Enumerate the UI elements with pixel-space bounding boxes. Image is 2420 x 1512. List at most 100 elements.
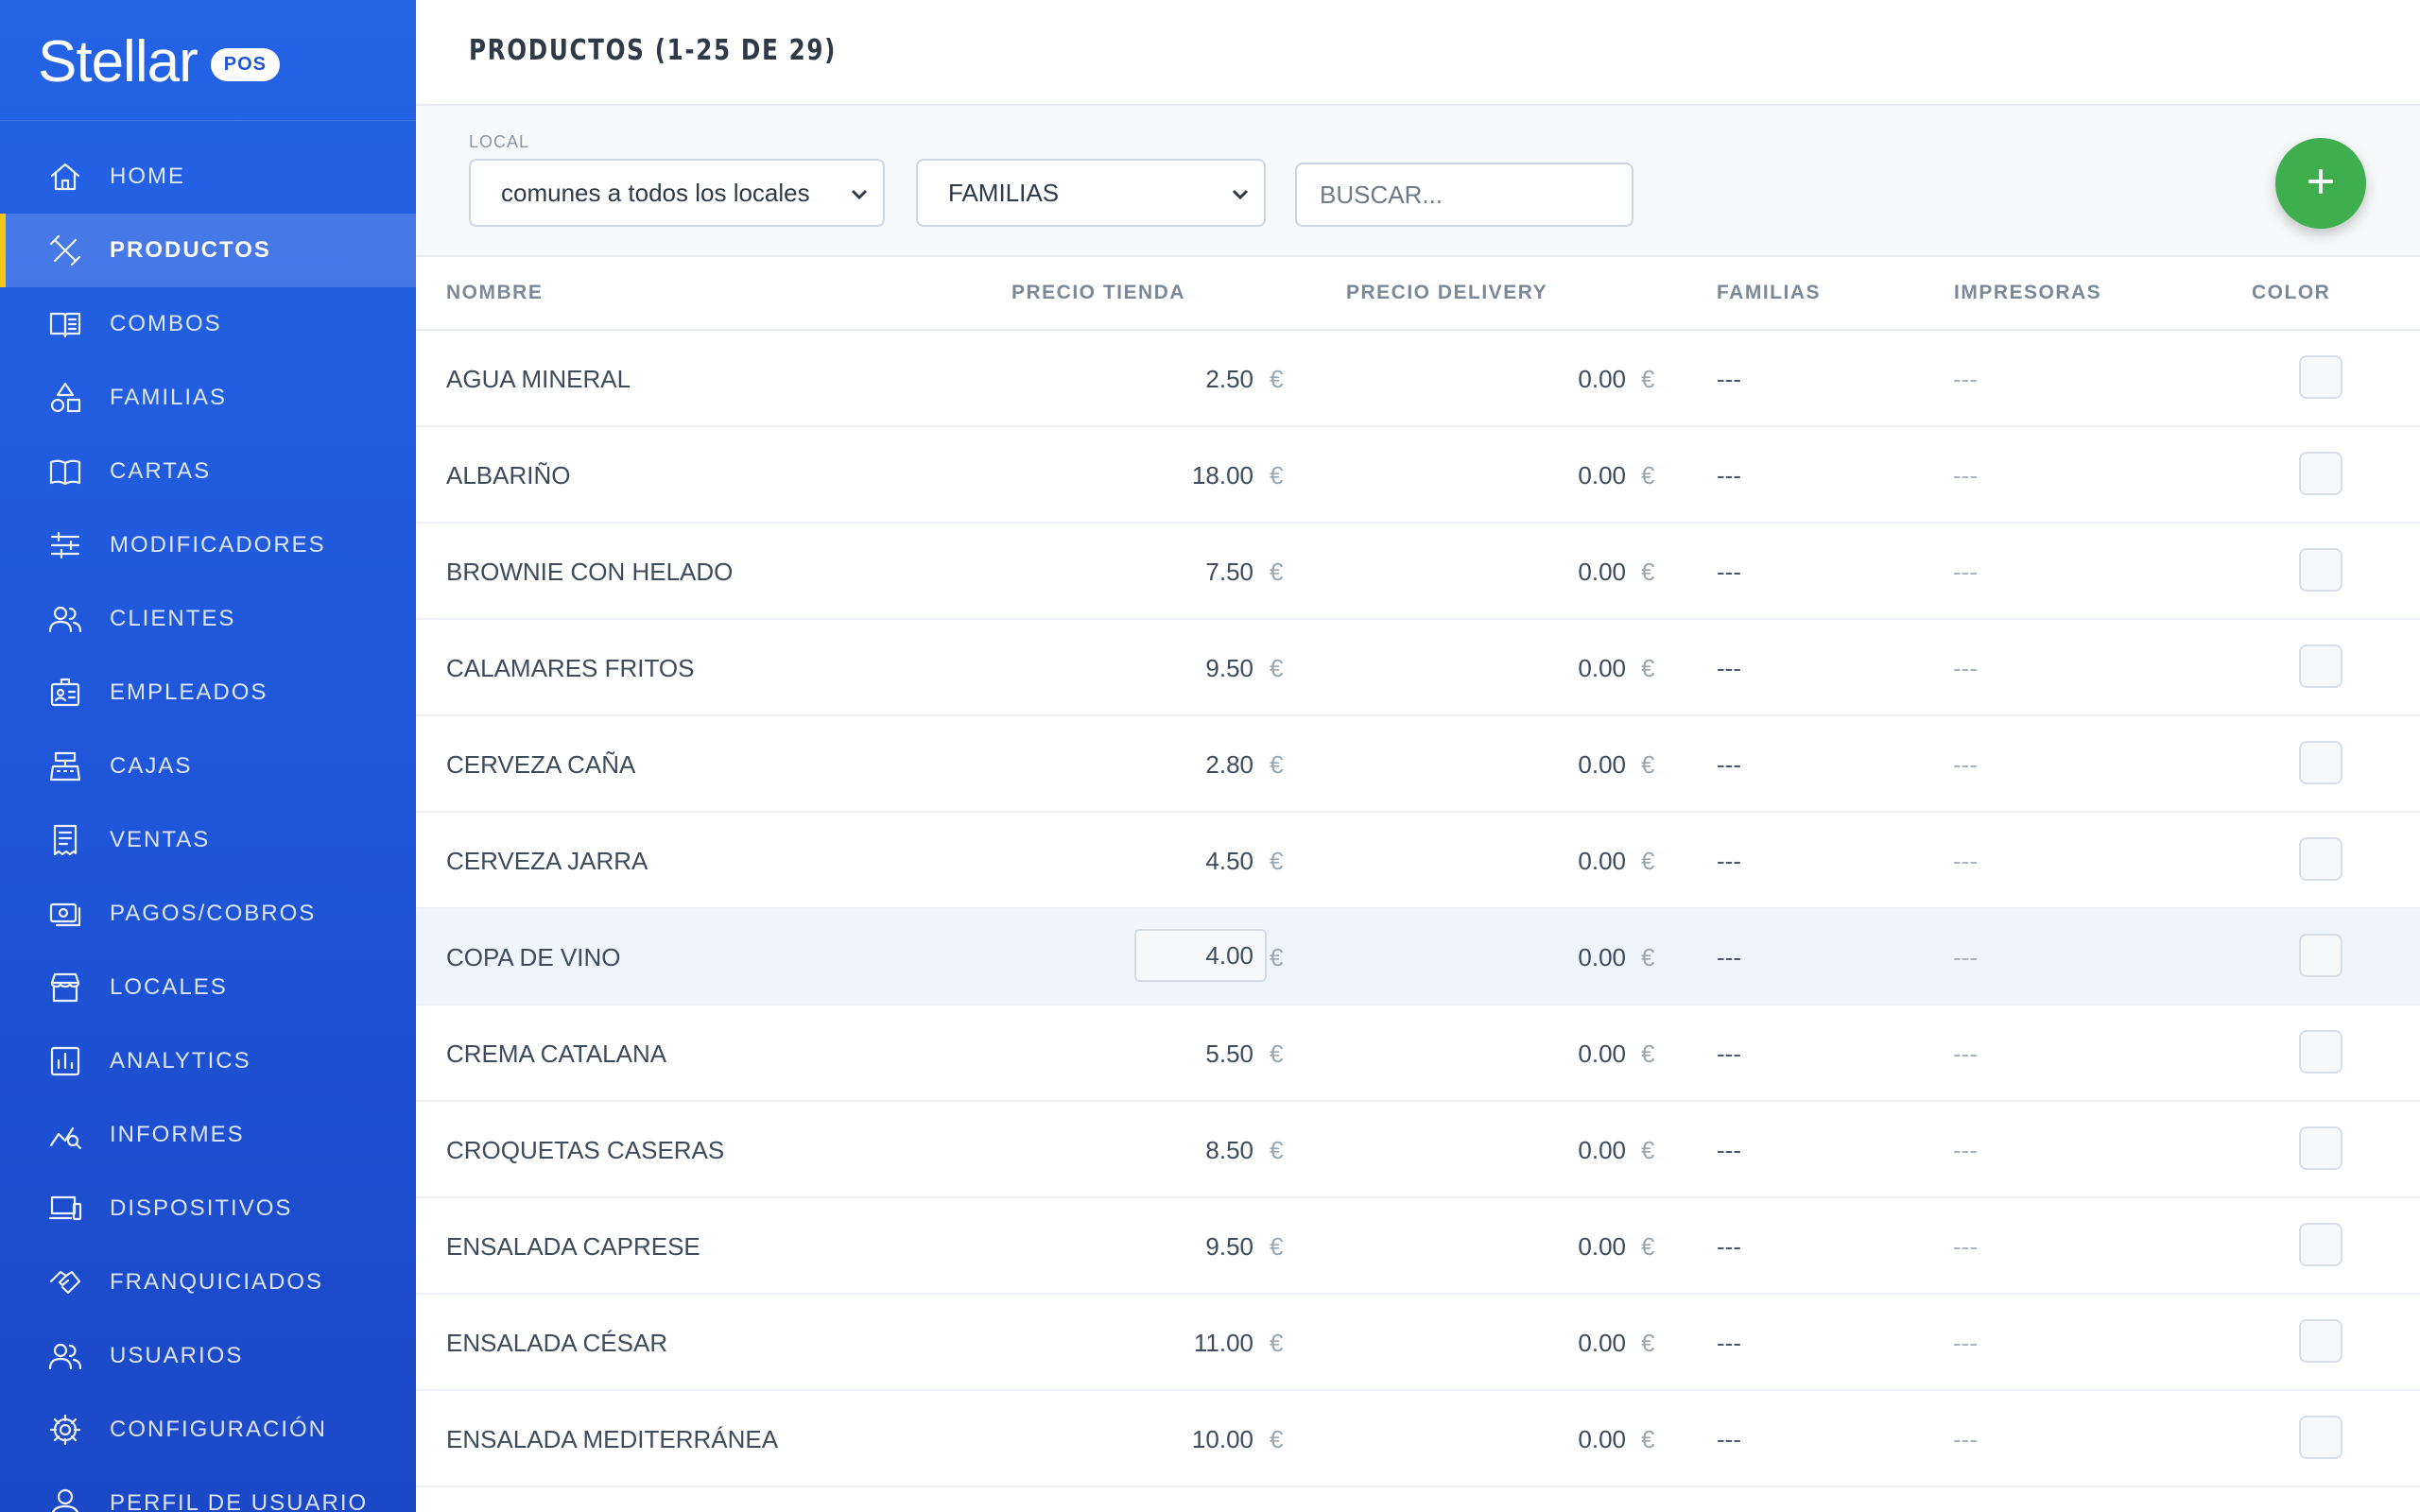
sidebar-item-configuraci-n[interactable]: CONFIGURACIÓN	[0, 1393, 416, 1467]
color-swatch[interactable]	[2299, 548, 2342, 592]
familias-cell[interactable]: ---	[1717, 1425, 1741, 1453]
familias-cell[interactable]: ---	[1717, 461, 1741, 490]
impresoras-cell[interactable]: ---	[1953, 847, 1978, 875]
precio-tienda-cell[interactable]: 7.50	[1205, 558, 1253, 586]
table-row[interactable]: CERVEZA JARRA 4.50 €0.00 € --- ---	[416, 813, 2420, 909]
impresoras-cell[interactable]: ---	[1953, 1425, 1978, 1453]
impresoras-cell[interactable]: ---	[1953, 461, 1978, 490]
table-row[interactable]: BROWNIE CON HELADO 7.50 €0.00 € --- ---	[416, 524, 2420, 620]
column-header-impresoras[interactable]: IMPRESORAS	[1954, 282, 2102, 303]
precio-delivery-cell[interactable]: 0.00	[1578, 847, 1626, 875]
column-header-color[interactable]: COLOR	[2252, 282, 2331, 303]
impresoras-cell[interactable]: ---	[1953, 365, 1978, 393]
impresoras-cell[interactable]: ---	[1953, 1136, 1978, 1164]
color-swatch[interactable]	[2299, 452, 2342, 495]
precio-tienda-cell[interactable]: 2.80	[1205, 750, 1253, 779]
sidebar-item-clientes[interactable]: CLIENTES	[0, 582, 416, 656]
sidebar-item-modificadores[interactable]: MODIFICADORES	[0, 508, 416, 582]
table-row[interactable]: CREMA CATALANA 5.50 €0.00 € --- ---	[416, 1005, 2420, 1102]
table-row[interactable]: CROQUETAS CASERAS 8.50 €0.00 € --- ---	[416, 1102, 2420, 1198]
table-row[interactable]: AGUA MINERAL 2.50 €0.00 € --- ---	[416, 331, 2420, 427]
impresoras-cell[interactable]: ---	[1953, 1329, 1978, 1357]
familias-cell[interactable]: ---	[1717, 1136, 1741, 1164]
table-row[interactable]: COPA DE VINO 4.00 €0.00 € --- ---	[416, 909, 2420, 1005]
sidebar-item-cajas[interactable]: CAJAS	[0, 730, 416, 803]
sidebar-item-locales[interactable]: LOCALES	[0, 951, 416, 1024]
familias-cell[interactable]: ---	[1717, 1329, 1741, 1357]
table-row[interactable]: ENSALADA CAPRESE 9.50 €0.00 € --- ---	[416, 1198, 2420, 1295]
sidebar-item-productos[interactable]: PRODUCTOS	[0, 214, 416, 287]
familias-cell[interactable]: ---	[1717, 1040, 1741, 1068]
color-swatch[interactable]	[2299, 1319, 2342, 1363]
impresoras-cell[interactable]: ---	[1953, 654, 1978, 682]
color-swatch[interactable]	[2299, 934, 2342, 977]
color-swatch[interactable]	[2299, 1223, 2342, 1266]
sidebar-item-usuarios[interactable]: USUARIOS	[0, 1319, 416, 1393]
sidebar-item-pagos-cobros[interactable]: PAGOS/COBROS	[0, 877, 416, 951]
precio-delivery-cell[interactable]: 0.00	[1578, 558, 1626, 586]
color-swatch[interactable]	[2299, 1416, 2342, 1459]
impresoras-cell[interactable]: ---	[1953, 1232, 1978, 1261]
search-input[interactable]	[1295, 163, 1634, 227]
table-row[interactable]: ALBARIÑO 18.00 €0.00 € --- ---	[416, 427, 2420, 524]
impresoras-cell[interactable]: ---	[1953, 943, 1978, 971]
sidebar-item-combos[interactable]: COMBOS	[0, 287, 416, 361]
precio-delivery-cell[interactable]: 0.00	[1578, 365, 1626, 393]
impresoras-cell[interactable]: ---	[1953, 558, 1978, 586]
impresoras-cell[interactable]: ---	[1953, 750, 1978, 779]
sidebar-item-home[interactable]: HOME	[0, 140, 416, 214]
precio-delivery-cell[interactable]: 0.00	[1578, 1329, 1626, 1357]
color-swatch[interactable]	[2299, 355, 2342, 399]
precio-delivery-cell[interactable]: 0.00	[1578, 750, 1626, 779]
familias-cell[interactable]: ---	[1717, 558, 1741, 586]
precio-delivery-cell[interactable]: 0.00	[1578, 1040, 1626, 1068]
familias-select[interactable]: FAMILIAS	[916, 159, 1266, 227]
color-swatch[interactable]	[2299, 741, 2342, 784]
precio-tienda-cell[interactable]: 2.50	[1205, 365, 1253, 393]
precio-tienda-cell[interactable]: 9.50	[1205, 1232, 1253, 1261]
sidebar-item-ventas[interactable]: VENTAS	[0, 803, 416, 877]
familias-cell[interactable]: ---	[1717, 654, 1741, 682]
precio-tienda-cell[interactable]: 9.50	[1205, 654, 1253, 682]
sidebar-item-informes[interactable]: INFORMES	[0, 1098, 416, 1172]
precio-delivery-cell[interactable]: 0.00	[1578, 1232, 1626, 1261]
sidebar-item-analytics[interactable]: ANALYTICS	[0, 1024, 416, 1098]
precio-delivery-cell[interactable]: 0.00	[1578, 1425, 1626, 1453]
precio-tienda-input[interactable]: 4.00	[1134, 929, 1267, 982]
precio-delivery-cell[interactable]: 0.00	[1578, 1136, 1626, 1164]
familias-cell[interactable]: ---	[1717, 750, 1741, 779]
familias-cell[interactable]: ---	[1717, 1232, 1741, 1261]
column-header-precio-tienda[interactable]: PRECIO TIENDA	[1011, 282, 1186, 303]
column-header-familias[interactable]: FAMILIAS	[1717, 282, 1821, 303]
column-header-precio-delivery[interactable]: PRECIO DELIVERY	[1346, 282, 1548, 303]
color-swatch[interactable]	[2299, 644, 2342, 688]
precio-tienda-cell[interactable]: 8.50	[1205, 1136, 1253, 1164]
precio-tienda-cell[interactable]: 5.50	[1205, 1040, 1253, 1068]
table-row[interactable]: CERVEZA CAÑA 2.80 €0.00 € --- ---	[416, 716, 2420, 813]
app-logo[interactable]: Stellar POS	[38, 28, 280, 94]
local-select[interactable]: comunes a todos los locales	[469, 159, 885, 227]
familias-cell[interactable]: ---	[1717, 365, 1741, 393]
table-row[interactable]: CALAMARES FRITOS 9.50 €0.00 € --- ---	[416, 620, 2420, 716]
familias-cell[interactable]: ---	[1717, 847, 1741, 875]
color-swatch[interactable]	[2299, 837, 2342, 881]
familias-cell[interactable]: ---	[1717, 943, 1741, 971]
precio-tienda-cell[interactable]: 4.50	[1205, 847, 1253, 875]
precio-delivery-cell[interactable]: 0.00	[1578, 943, 1626, 971]
precio-tienda-cell[interactable]: 11.00	[1193, 1329, 1253, 1357]
impresoras-cell[interactable]: ---	[1953, 1040, 1978, 1068]
sidebar-item-cartas[interactable]: CARTAS	[0, 435, 416, 508]
precio-tienda-cell[interactable]: 18.00	[1191, 461, 1253, 490]
sidebar-item-familias[interactable]: FAMILIAS	[0, 361, 416, 435]
sidebar-item-dispositivos[interactable]: DISPOSITIVOS	[0, 1172, 416, 1246]
color-swatch[interactable]	[2299, 1030, 2342, 1074]
table-row[interactable]: ENSALADA CÉSAR 11.00 €0.00 € --- ---	[416, 1295, 2420, 1391]
sidebar-item-perfil-de-usuario[interactable]: PERFIL DE USUARIO	[0, 1467, 416, 1512]
precio-delivery-cell[interactable]: 0.00	[1578, 461, 1626, 490]
precio-tienda-cell[interactable]: 10.00	[1191, 1425, 1253, 1453]
precio-delivery-cell[interactable]: 0.00	[1578, 654, 1626, 682]
sidebar-item-franquiciados[interactable]: FRANQUICIADOS	[0, 1246, 416, 1319]
table-row[interactable]: ENSALADA MEDITERRÁNEA 10.00 €0.00 € --- ---	[416, 1391, 2420, 1487]
color-swatch[interactable]	[2299, 1126, 2342, 1170]
column-header-nombre[interactable]: NOMBRE	[446, 282, 544, 303]
